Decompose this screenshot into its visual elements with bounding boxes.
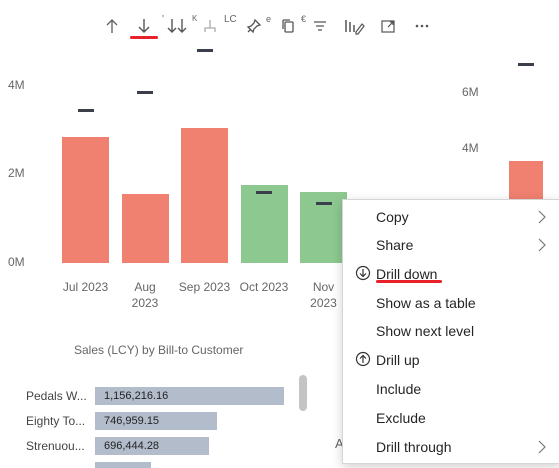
x-tick-label: Aug 2023	[131, 280, 159, 310]
menu-item-drill-down[interactable]: Drill down	[343, 259, 559, 288]
chevron-right-icon	[538, 238, 546, 257]
drill-down-menu-underline	[376, 280, 442, 283]
bar[interactable]	[95, 387, 284, 405]
toolbar-fragment: K	[192, 14, 198, 23]
toolbar-fragment: LC	[224, 14, 237, 25]
menu-item-label: Drill through	[376, 439, 452, 455]
partial-text: A	[335, 436, 344, 451]
visual-header-toolbar: ' K LC e €	[98, 8, 438, 44]
bar[interactable]	[240, 185, 288, 263]
menu-item-label: Share	[376, 237, 414, 253]
bar-category-label: Eighty To...	[26, 414, 86, 428]
y-tick-label: 2M	[8, 166, 25, 181]
y-tick-label: 0M	[8, 255, 25, 269]
arrow-down-icon[interactable]	[134, 14, 154, 38]
pin-icon[interactable]	[244, 14, 264, 38]
bar-chart-title: Sales (LCY) by Bill-to Customer	[74, 343, 244, 357]
scrollbar-thumb[interactable]	[299, 375, 307, 411]
y-tick-label: 6M	[462, 84, 479, 99]
format-visual-icon[interactable]	[342, 14, 366, 38]
arrow-up-icon[interactable]	[102, 14, 122, 38]
bar-category-label: Strenuou...	[26, 439, 85, 453]
menu-item-drill-through[interactable]: Drill through	[343, 432, 559, 461]
expand-hierarchy-icon[interactable]	[200, 14, 220, 38]
target-marker	[137, 91, 153, 95]
y-tick-label: 4M	[8, 77, 25, 92]
target-marker	[315, 202, 332, 206]
x-tick-label: Nov 2023	[310, 280, 337, 310]
context-menu: Copy Share Drill down Show as a table Sh…	[342, 199, 559, 464]
y-tick-label: 4M	[462, 141, 479, 156]
x-tick-label: Oct 2023	[239, 280, 289, 294]
target-marker	[77, 108, 94, 112]
filter-icon[interactable]	[310, 14, 330, 38]
menu-item-include[interactable]: Include	[343, 374, 559, 403]
toolbar-fragment: e	[266, 14, 272, 24]
x-tick-label: Sep 2023	[178, 280, 231, 294]
bar-value-label: 696,444.28	[104, 440, 160, 452]
copy-visual-icon[interactable]	[278, 14, 298, 38]
menu-item-label: Show as a table	[376, 295, 476, 311]
menu-item-show-as-table[interactable]: Show as a table	[343, 288, 559, 317]
double-arrow-down-icon[interactable]	[164, 14, 190, 38]
target-marker	[196, 49, 213, 52]
toolbar-fragment: €	[301, 14, 307, 24]
menu-item-share[interactable]: Share	[343, 230, 559, 259]
chevron-right-icon	[538, 210, 546, 229]
focus-mode-icon[interactable]	[378, 14, 398, 38]
bar[interactable]	[62, 136, 109, 263]
menu-item-label: Show next level	[376, 323, 475, 339]
menu-item-label: Include	[376, 381, 422, 397]
target-marker	[256, 191, 272, 194]
menu-item-label: Drill down	[376, 266, 438, 282]
menu-item-show-next-level[interactable]: Show next level	[343, 316, 559, 345]
bar-value-label: 1,156,216.16	[104, 390, 169, 402]
menu-item-label: Exclude	[376, 410, 426, 426]
bar[interactable]	[95, 437, 209, 455]
bar-value-label: 746,959.15	[104, 415, 160, 427]
bar	[95, 462, 151, 468]
bar-category-label: Pedals W...	[26, 389, 87, 403]
toolbar-fragment: '	[162, 14, 164, 25]
drill-down-icon	[355, 265, 371, 281]
target-marker	[518, 63, 534, 67]
chevron-right-icon	[538, 440, 546, 459]
bar[interactable]	[181, 127, 228, 263]
drill-up-icon	[355, 351, 371, 367]
menu-item-label: Drill up	[376, 352, 420, 368]
menu-item-copy[interactable]: Copy	[343, 202, 559, 231]
menu-item-drill-up[interactable]: Drill up	[343, 345, 559, 374]
menu-item-label: Copy	[376, 209, 409, 225]
more-options-icon[interactable]	[412, 14, 432, 38]
bar[interactable]	[121, 194, 169, 263]
menu-item-exclude[interactable]: Exclude	[343, 403, 559, 432]
drill-down-highlight-underline	[130, 36, 158, 39]
bar[interactable]	[95, 412, 217, 430]
x-tick-label: Jul 2023	[62, 280, 109, 294]
